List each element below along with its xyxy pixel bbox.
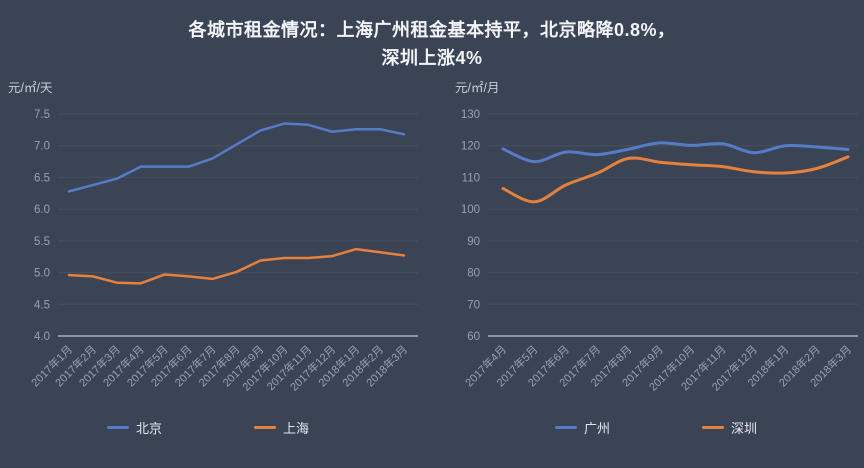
legend-item: 广州 bbox=[555, 418, 610, 437]
page-title: 各城市租金情况：上海广州租金基本持平，北京略降0.8%， 深圳上涨4% bbox=[0, 16, 864, 72]
legend-line-marker bbox=[107, 426, 129, 429]
y-tick-label: 110 bbox=[462, 172, 480, 184]
series-line bbox=[501, 155, 850, 204]
right-line-chart: 元/㎡/月130120110100908070602017年4月2017年5月2… bbox=[455, 81, 858, 394]
legend-line-marker bbox=[254, 426, 277, 429]
y-tick-label: 4.5 bbox=[34, 299, 50, 311]
legend-line-marker bbox=[702, 426, 725, 429]
y-tick-label: 5.0 bbox=[34, 268, 50, 280]
y-tick-label: 7.5 bbox=[34, 109, 50, 121]
y-tick-label: 6.0 bbox=[34, 204, 50, 216]
legend-label: 上海 bbox=[283, 421, 310, 436]
series-line bbox=[67, 247, 406, 285]
left-chart-legend: 北京 上海 bbox=[107, 418, 309, 437]
right-chart-legend: 广州 深圳 bbox=[555, 418, 757, 437]
y-tick-label: 4.0 bbox=[34, 331, 50, 343]
y-axis-unit-label: 元/㎡/月 bbox=[455, 81, 499, 95]
y-axis-unit-label: 元/㎡/天 bbox=[8, 81, 53, 95]
y-tick-label: 6.5 bbox=[34, 172, 50, 184]
series-line bbox=[67, 122, 406, 193]
y-tick-label: 7.0 bbox=[34, 141, 50, 153]
y-tick-label: 60 bbox=[467, 331, 480, 343]
page-title-line2: 深圳上涨4% bbox=[381, 48, 483, 68]
y-tick-label: 120 bbox=[461, 141, 480, 153]
y-tick-label: 70 bbox=[467, 299, 480, 311]
y-tick-label: 100 bbox=[461, 204, 480, 216]
legend-label: 深圳 bbox=[731, 421, 758, 436]
y-tick-label: 130 bbox=[461, 109, 480, 121]
legend-item: 深圳 bbox=[702, 418, 757, 437]
series-line bbox=[501, 141, 850, 164]
legend-label: 广州 bbox=[584, 421, 611, 436]
page-title-line1: 各城市租金情况：上海广州租金基本持平，北京略降0.8%， bbox=[188, 20, 676, 40]
legend-line-marker bbox=[555, 426, 577, 429]
y-tick-label: 80 bbox=[467, 268, 480, 280]
y-tick-label: 90 bbox=[467, 236, 480, 248]
legend-item: 北京 bbox=[107, 418, 162, 437]
left-line-chart: 元/㎡/天7.57.06.56.05.55.04.54.02017年1月2017… bbox=[8, 81, 418, 394]
legend-label: 北京 bbox=[136, 421, 163, 436]
y-tick-label: 5.5 bbox=[34, 236, 50, 248]
legend-item: 上海 bbox=[254, 418, 309, 437]
